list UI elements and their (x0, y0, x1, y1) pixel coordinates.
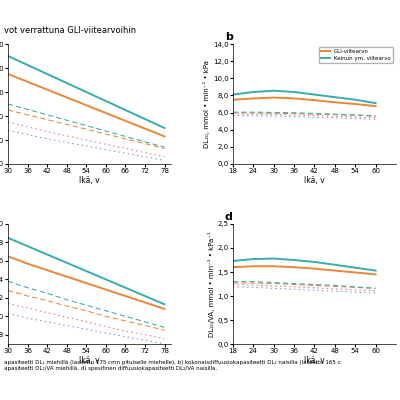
Text: vot verrattuna GLI-viitearvoihin: vot verrattuna GLI-viitearvoihin (4, 26, 136, 35)
Text: d: d (225, 212, 233, 222)
Y-axis label: DL₂₀/VA, mmol • min⁻¹ • kPa⁻¹: DL₂₀/VA, mmol • min⁻¹ • kPa⁻¹ (208, 231, 215, 337)
X-axis label: Ikä, v: Ikä, v (79, 356, 100, 364)
Y-axis label: DL₂₀, mmol • min⁻¹ • kPa: DL₂₀, mmol • min⁻¹ • kPa (203, 60, 210, 148)
X-axis label: Ikä, v: Ikä, v (304, 356, 325, 364)
Text: apasiteetti DL₂ miehillä (laskettu 175 cmn pituiselle miehelle), b) kokonaisdiff: apasiteetti DL₂ miehillä (laskettu 175 c… (4, 360, 341, 371)
Text: b: b (225, 32, 233, 42)
Legend: GLI-viitearvo, Keinun ym. viitearvo: GLI-viitearvo, Keinun ym. viitearvo (319, 47, 393, 63)
X-axis label: Ikä, v: Ikä, v (304, 176, 325, 184)
X-axis label: Ikä, v: Ikä, v (79, 176, 100, 184)
